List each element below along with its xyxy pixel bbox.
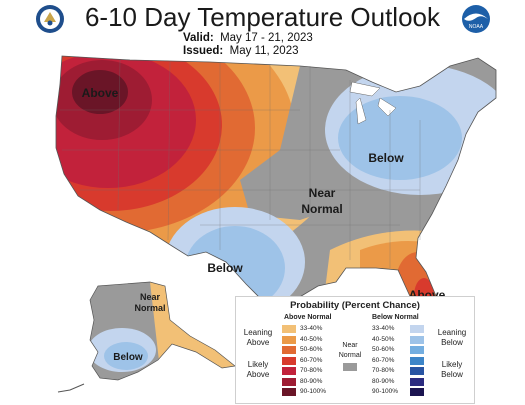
legend-title: Probability (Percent Chance) xyxy=(290,300,420,311)
legend-below-bin-swatch xyxy=(410,377,424,386)
legend-above-header: Above Normal xyxy=(284,314,332,321)
noaa-logo-icon: NOAA xyxy=(461,4,491,39)
valid-label: Valid: xyxy=(183,32,214,44)
legend-below-bin-swatch xyxy=(410,356,424,365)
legend: Probability (Percent Chance) Above Norma… xyxy=(235,296,475,404)
legend-above-bin-swatch xyxy=(282,335,296,344)
legend-above-bin-swatch xyxy=(282,356,296,365)
legend-below-bin-swatch xyxy=(410,367,424,375)
legend-above-bin-swatch xyxy=(282,388,296,396)
legend-leaning-below: Leaning Below xyxy=(437,328,467,347)
legend-below-bin-label: 80-90% xyxy=(372,377,395,385)
legend-above-bin-label: 50-60% xyxy=(300,346,323,353)
issued-label: Issued: xyxy=(183,45,224,57)
label-near-normal-2: Normal xyxy=(301,202,342,216)
legend-below-header: Below Normal xyxy=(372,314,419,321)
lake-superior xyxy=(349,81,381,97)
label-below-ne: Below xyxy=(368,151,404,165)
lake-michigan xyxy=(355,97,367,125)
legend-below-bin-swatch xyxy=(410,335,424,344)
legend-above-bin-swatch xyxy=(282,367,296,375)
aleutian-islands xyxy=(57,383,85,393)
legend-below-bin-label: 50-60% xyxy=(372,346,395,353)
legend-above-bin-label: 80-90% xyxy=(300,377,323,385)
legend-above-bin-swatch xyxy=(282,346,296,354)
legend-below-bin-label: 40-50% xyxy=(372,335,395,343)
issued-date: May 11, 2023 xyxy=(229,45,299,57)
legend-near-normal-swatch xyxy=(343,363,357,371)
legend-below-bin-label: 70-80% xyxy=(372,367,395,374)
legend-below-bin-swatch xyxy=(410,388,424,396)
legend-below-bin-swatch xyxy=(410,346,424,354)
legend-near-normal: Near Normal xyxy=(338,342,362,359)
label-near-normal-1: Near xyxy=(309,186,336,200)
state-borders xyxy=(60,59,421,268)
legend-above-bin-label: 40-50% xyxy=(300,335,323,343)
label-near-normal-ak-2: Normal xyxy=(134,303,165,313)
legend-below-bin-label: 33-40% xyxy=(372,325,395,332)
label-below-ak: Below xyxy=(113,352,143,363)
valid-dates: May 17 - 21, 2023 xyxy=(220,32,313,44)
legend-above-bin-swatch xyxy=(282,325,296,333)
label-above-nw: Above xyxy=(82,86,119,100)
legend-above-bin-swatch xyxy=(282,377,296,386)
conus-shading xyxy=(56,56,496,318)
noaa-logo-text: NOAA xyxy=(469,24,484,30)
date-block: Valid: May 17 - 21, 2023 Issued: May 11,… xyxy=(183,32,313,58)
label-near-normal-ak-1: Near xyxy=(140,292,161,302)
legend-above-bin-label: 33-40% xyxy=(300,325,323,332)
legend-below-bin-swatch xyxy=(410,325,424,333)
doc-seal-icon xyxy=(35,4,65,39)
legend-above-bin-label: 60-70% xyxy=(300,356,323,364)
legend-below-bin-label: 90-100% xyxy=(372,388,399,395)
legend-likely-below: Likely Below xyxy=(441,360,463,379)
map-title: 6-10 Day Temperature Outlook xyxy=(84,2,441,32)
lake-huron xyxy=(377,97,397,117)
label-below-tx: Below xyxy=(207,261,243,275)
legend-leaning-above: Leaning Above xyxy=(243,328,273,347)
alaska-outline xyxy=(89,281,236,381)
legend-below-bin-label: 60-70% xyxy=(372,356,395,364)
legend-above-bin-label: 70-80% xyxy=(300,367,323,374)
legend-above-bin-label: 90-100% xyxy=(300,388,327,395)
legend-likely-above: Likely Above xyxy=(246,360,270,379)
